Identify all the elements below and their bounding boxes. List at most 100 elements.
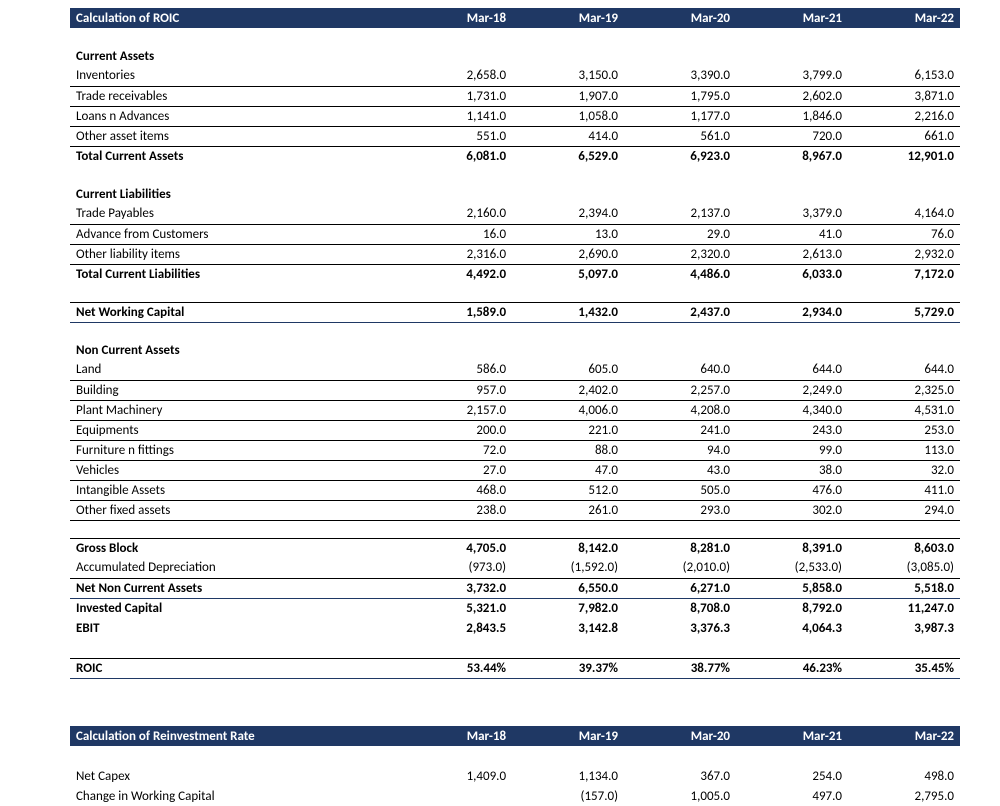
table-row: Other fixed assets238.0261.0293.0302.029… bbox=[70, 500, 960, 520]
cell-value: 1,846.0 bbox=[736, 106, 848, 126]
cell-value: 640.0 bbox=[624, 360, 736, 380]
cell-value: 94.0 bbox=[624, 440, 736, 460]
cell-value: 2,613.0 bbox=[736, 244, 848, 264]
row-label: Trade receivables bbox=[70, 86, 400, 106]
cell-value: 367.0 bbox=[624, 766, 736, 786]
accumulated-depreciation: Accumulated Depreciation (973.0) (1,592.… bbox=[70, 558, 960, 578]
cell-value: 294.0 bbox=[848, 500, 960, 520]
cell-value: 3,379.0 bbox=[736, 204, 848, 224]
cell-value: 29.0 bbox=[624, 224, 736, 244]
cell-value: 2,402.0 bbox=[512, 380, 624, 400]
table-row: Change in Working Capital(157.0)1,005.04… bbox=[70, 786, 960, 806]
table-row: Advance from Customers16.013.029.041.076… bbox=[70, 224, 960, 244]
cell-value: 41.0 bbox=[736, 224, 848, 244]
row-label: Vehicles bbox=[70, 460, 400, 480]
cell-value: 261.0 bbox=[512, 500, 624, 520]
cell-value: 2,216.0 bbox=[848, 106, 960, 126]
table-row: Intangible Assets468.0512.0505.0476.0411… bbox=[70, 480, 960, 500]
cell-value: 661.0 bbox=[848, 126, 960, 146]
current-assets-title: Current Assets bbox=[70, 46, 960, 66]
cell-value: 253.0 bbox=[848, 420, 960, 440]
cell-value: 2,658.0 bbox=[400, 66, 512, 86]
cell-value: 1,907.0 bbox=[512, 86, 624, 106]
table-row: Trade Payables2,160.02,394.02,137.03,379… bbox=[70, 204, 960, 224]
cell-value: 16.0 bbox=[400, 224, 512, 244]
reinv-header-row: Calculation of Reinvestment Rate Mar-18 … bbox=[70, 726, 960, 746]
cell-value: (157.0) bbox=[512, 786, 624, 806]
cell-value: 221.0 bbox=[512, 420, 624, 440]
cell-value: 4,208.0 bbox=[624, 400, 736, 420]
roic-table: Calculation of ROIC Mar-18 Mar-19 Mar-20… bbox=[70, 8, 960, 806]
period-2: Mar-20 bbox=[624, 8, 736, 28]
cell-value: 586.0 bbox=[400, 360, 512, 380]
cell-value: 476.0 bbox=[736, 480, 848, 500]
cell-value: 411.0 bbox=[848, 480, 960, 500]
table-row: Other asset items551.0414.0561.0720.0661… bbox=[70, 126, 960, 146]
cell-value: 551.0 bbox=[400, 126, 512, 146]
hash-row-2 bbox=[70, 678, 960, 698]
table-row: Plant Machinery2,157.04,006.04,208.04,34… bbox=[70, 400, 960, 420]
cell-value: 957.0 bbox=[400, 380, 512, 400]
cell-value: 1,177.0 bbox=[624, 106, 736, 126]
row-label: Advance from Customers bbox=[70, 224, 400, 244]
cell-value: 88.0 bbox=[512, 440, 624, 460]
cell-value: 43.0 bbox=[624, 460, 736, 480]
cell-value: 47.0 bbox=[512, 460, 624, 480]
cell-value: 2,690.0 bbox=[512, 244, 624, 264]
roic-result: ROIC 53.44% 39.37% 38.77% 46.23% 35.45% bbox=[70, 658, 960, 678]
ebit-row: EBIT 2,843.5 3,142.8 3,376.3 4,064.3 3,9… bbox=[70, 618, 960, 638]
cell-value: 76.0 bbox=[848, 224, 960, 244]
cell-value: 2,602.0 bbox=[736, 86, 848, 106]
cell-value: 243.0 bbox=[736, 420, 848, 440]
cell-value: 2,320.0 bbox=[624, 244, 736, 264]
table-row: Loans n Advances1,141.01,058.01,177.01,8… bbox=[70, 106, 960, 126]
table-row: Net Capex1,409.01,134.0367.0254.0498.0 bbox=[70, 766, 960, 786]
cell-value: 561.0 bbox=[624, 126, 736, 146]
table-row: Furniture n fittings72.088.094.099.0113.… bbox=[70, 440, 960, 460]
reinv-title: Calculation of Reinvestment Rate bbox=[70, 726, 400, 746]
cell-value: 293.0 bbox=[624, 500, 736, 520]
row-label: Land bbox=[70, 360, 400, 380]
cell-value: 99.0 bbox=[736, 440, 848, 460]
gross-block: Gross Block 4,705.0 8,142.0 8,281.0 8,39… bbox=[70, 538, 960, 558]
cell-value: 200.0 bbox=[400, 420, 512, 440]
cell-value: 1,058.0 bbox=[512, 106, 624, 126]
cell-value: 238.0 bbox=[400, 500, 512, 520]
cell-value: 644.0 bbox=[736, 360, 848, 380]
cell-value: 3,871.0 bbox=[848, 86, 960, 106]
cell-value: 6,153.0 bbox=[848, 66, 960, 86]
cell-value: 1,795.0 bbox=[624, 86, 736, 106]
row-label: Trade Payables bbox=[70, 204, 400, 224]
cell-value: 1,134.0 bbox=[512, 766, 624, 786]
row-label: Plant Machinery bbox=[70, 400, 400, 420]
cell-value: 498.0 bbox=[848, 766, 960, 786]
table-row: Land586.0605.0640.0644.0644.0 bbox=[70, 360, 960, 380]
cell-value: 512.0 bbox=[512, 480, 624, 500]
current-liabilities-title: Current Liabilities bbox=[70, 184, 960, 204]
row-label: Building bbox=[70, 380, 400, 400]
row-label: Furniture n fittings bbox=[70, 440, 400, 460]
row-label: Net Capex bbox=[70, 766, 400, 786]
cell-value: 113.0 bbox=[848, 440, 960, 460]
cell-value: 2,137.0 bbox=[624, 204, 736, 224]
cell-value: 2,795.0 bbox=[848, 786, 960, 806]
cell-value: 3,799.0 bbox=[736, 66, 848, 86]
cell-value: 1,141.0 bbox=[400, 106, 512, 126]
cell-value: 254.0 bbox=[736, 766, 848, 786]
hash-row-3 bbox=[70, 746, 960, 766]
cell-value: 1,409.0 bbox=[400, 766, 512, 786]
cell-value: 2,394.0 bbox=[512, 204, 624, 224]
row-label: Other liability items bbox=[70, 244, 400, 264]
row-label: Equipments bbox=[70, 420, 400, 440]
table-row: Equipments200.0221.0241.0243.0253.0 bbox=[70, 420, 960, 440]
total-current-liabilities: Total Current Liabilities 4,492.0 5,097.… bbox=[70, 264, 960, 284]
invested-capital: Invested Capital 5,321.0 7,982.0 8,708.0… bbox=[70, 598, 960, 618]
cell-value: 2,932.0 bbox=[848, 244, 960, 264]
period-3: Mar-21 bbox=[736, 8, 848, 28]
row-label: Inventories bbox=[70, 66, 400, 86]
cell-value: 72.0 bbox=[400, 440, 512, 460]
cell-value: 720.0 bbox=[736, 126, 848, 146]
cell-value: 4,006.0 bbox=[512, 400, 624, 420]
net-non-current-assets: Net Non Current Assets 3,732.0 6,550.0 6… bbox=[70, 578, 960, 598]
cell-value: 468.0 bbox=[400, 480, 512, 500]
